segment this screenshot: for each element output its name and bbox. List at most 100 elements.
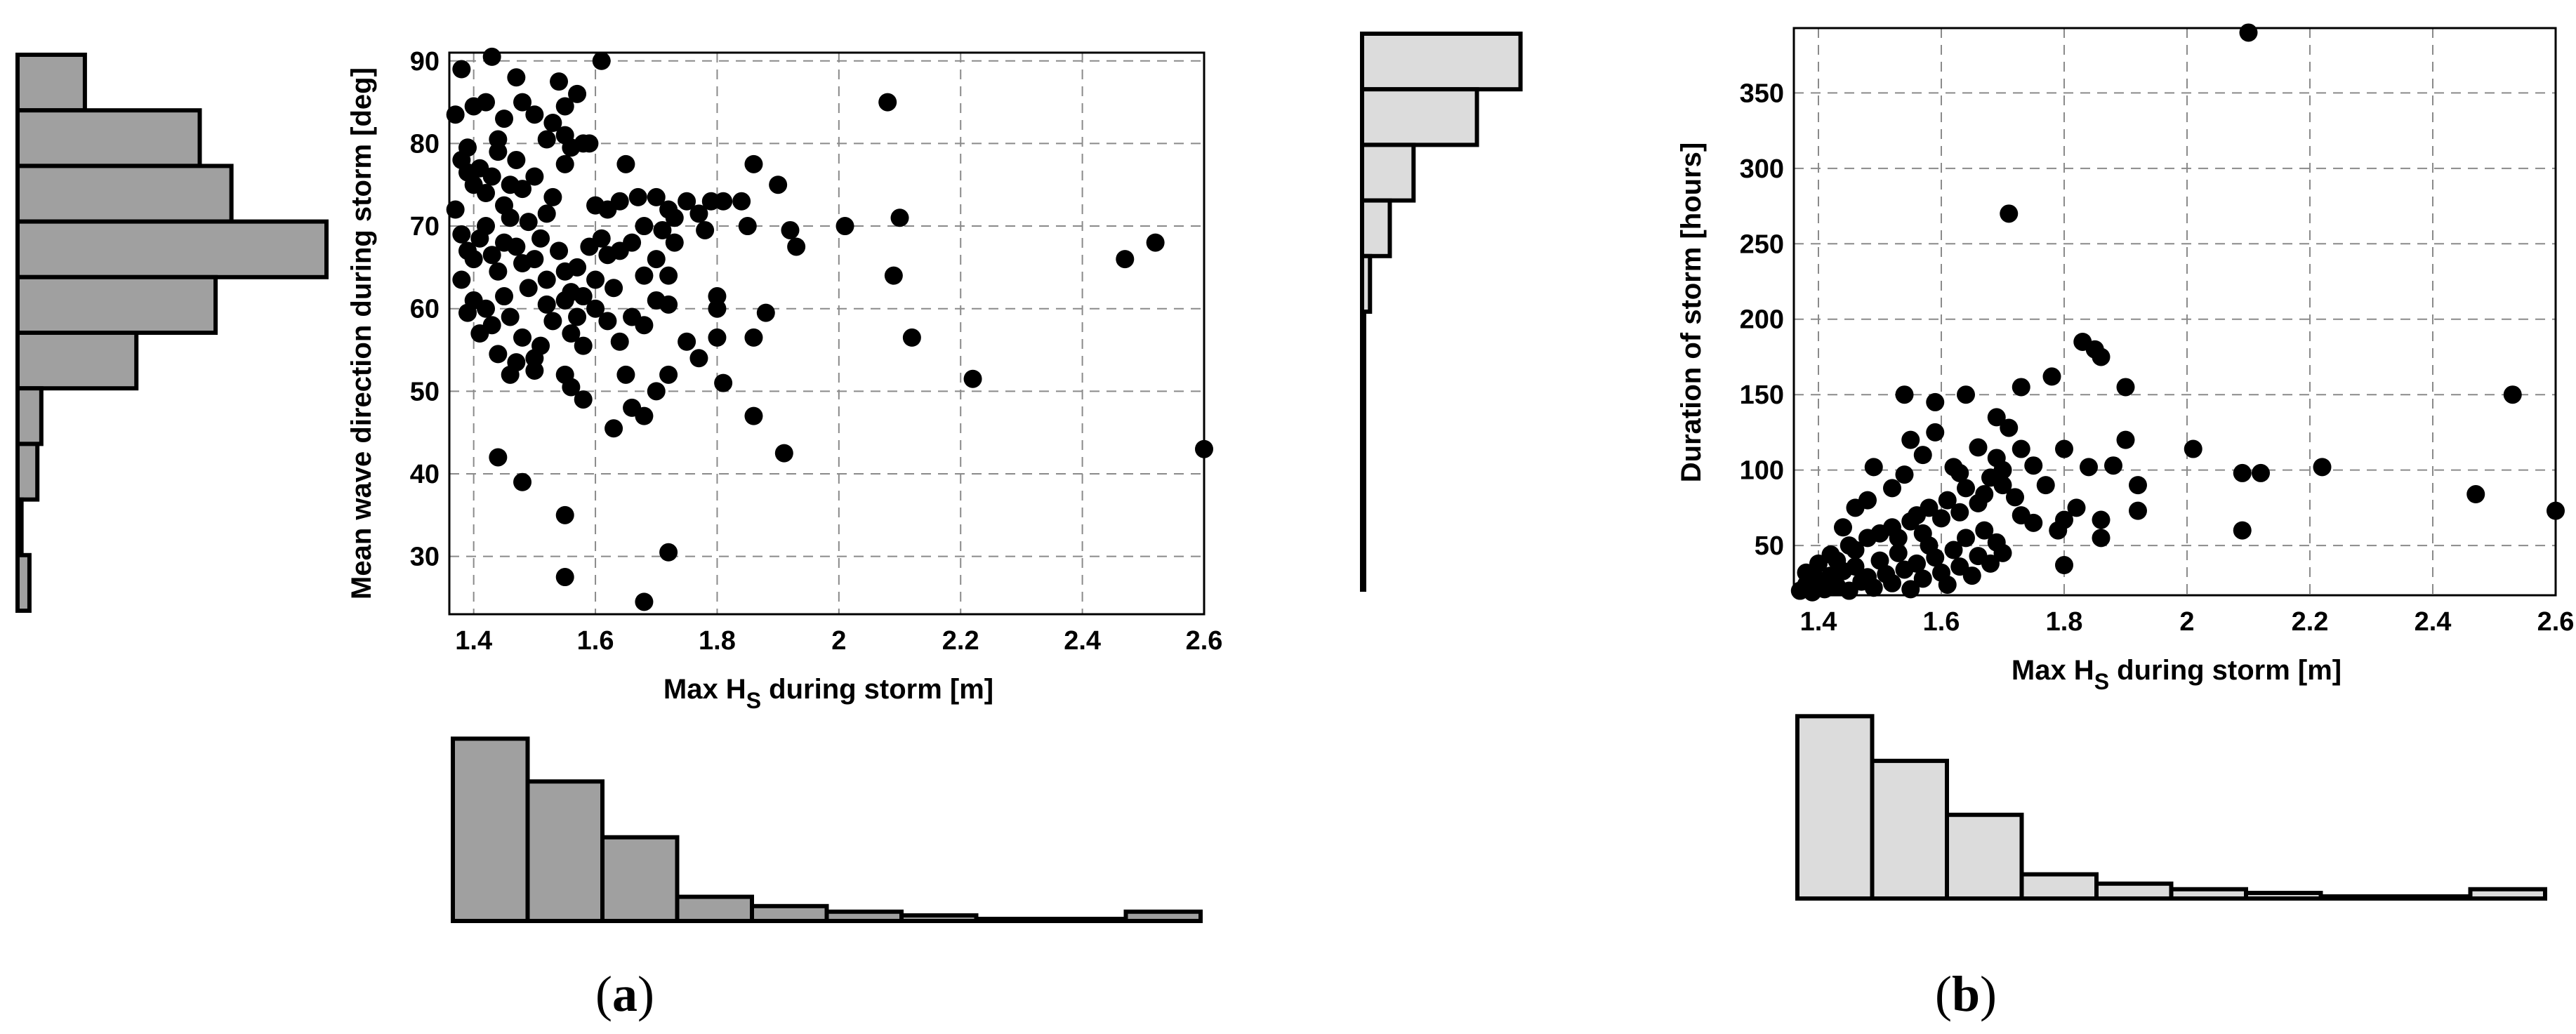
x-tick-labels: 1.4 1.6 1.8 2 2.2 2.4 2.6 bbox=[1800, 607, 2575, 637]
scatter-point bbox=[1146, 233, 1165, 252]
grid-lines bbox=[1794, 28, 2556, 595]
scatter-point bbox=[659, 266, 678, 285]
scatter-point bbox=[1901, 430, 1920, 449]
scatter-point bbox=[477, 217, 496, 236]
x-tick-label: 2 bbox=[831, 626, 846, 656]
x-tick-label: 2.4 bbox=[1064, 626, 1101, 656]
scatter-point bbox=[689, 349, 708, 368]
y-tick-label: 70 bbox=[410, 212, 440, 241]
scatter-point bbox=[708, 299, 727, 318]
scatter-points bbox=[446, 47, 1213, 611]
scatter-point bbox=[2313, 458, 2332, 477]
scatter-point bbox=[1883, 574, 1901, 592]
y-tick-label: 100 bbox=[1740, 456, 1784, 486]
y-tick-label: 200 bbox=[1740, 305, 1784, 335]
scatter-point bbox=[647, 382, 666, 401]
y-tick-label: 50 bbox=[410, 377, 440, 406]
scatter-point bbox=[2024, 513, 2043, 532]
scatter-point bbox=[1975, 521, 1994, 540]
scatter-point bbox=[1975, 485, 1994, 504]
scatter-point bbox=[1969, 438, 1988, 457]
scatter-point bbox=[1932, 509, 1950, 528]
scatter-point bbox=[2055, 510, 2073, 529]
scatter-point bbox=[1950, 503, 1969, 522]
scatter-point bbox=[489, 448, 508, 467]
scatter-point bbox=[489, 262, 508, 281]
scatter-point bbox=[2092, 529, 2111, 548]
histogram-bar bbox=[2393, 894, 2473, 901]
histogram-bar bbox=[1123, 909, 1203, 923]
scatter-point bbox=[1957, 385, 1975, 404]
scatter-point bbox=[525, 361, 544, 380]
scatter-point bbox=[550, 241, 569, 260]
x-tick-label: 2.2 bbox=[2292, 607, 2329, 637]
scatter-point bbox=[610, 332, 629, 351]
scatter-point bbox=[574, 390, 593, 409]
scatter-point bbox=[2055, 556, 2073, 575]
scatter-point bbox=[482, 47, 501, 66]
scatter-point bbox=[1926, 548, 1945, 567]
x-tick-label: 1.8 bbox=[2046, 607, 2083, 637]
scatter-point bbox=[464, 250, 483, 269]
scatter-point bbox=[574, 336, 593, 355]
histogram-bar bbox=[1360, 32, 1523, 92]
histogram-bar bbox=[1945, 812, 2024, 901]
scatter-point bbox=[902, 328, 921, 347]
scatter-point bbox=[708, 328, 727, 347]
scatter-point bbox=[2503, 385, 2522, 404]
scatter-point bbox=[482, 316, 501, 335]
scatter-point bbox=[1962, 566, 1981, 585]
scatter-point bbox=[1920, 498, 1938, 517]
scatter-point bbox=[507, 237, 526, 256]
bottom-histogram bbox=[1795, 714, 2547, 901]
scatter-point bbox=[477, 93, 496, 112]
scatter-point bbox=[598, 312, 617, 331]
y-axis-label: Duration of storm [hours] bbox=[1676, 142, 1707, 482]
y-tick-labels: 50 100 150 200 250 300 350 bbox=[1740, 79, 1784, 561]
scatter-point bbox=[774, 444, 793, 463]
histogram-bar bbox=[2244, 891, 2323, 901]
scatter-point bbox=[592, 51, 611, 70]
scatter-point bbox=[507, 150, 526, 169]
histogram-bar bbox=[1795, 714, 1875, 901]
scatter-point bbox=[452, 60, 471, 79]
scatter-point bbox=[495, 110, 514, 128]
scatter-point bbox=[495, 287, 514, 306]
x-tick-label: 1.4 bbox=[1800, 607, 1837, 637]
histogram-bar bbox=[1360, 531, 1366, 592]
y-tick-label: 60 bbox=[410, 295, 440, 324]
scatter-point bbox=[616, 365, 635, 384]
scatter-points bbox=[1790, 23, 2565, 602]
scatter-point bbox=[1889, 529, 1908, 548]
x-tick-label: 2.4 bbox=[2415, 607, 2452, 637]
scatter-point bbox=[477, 184, 496, 202]
scatter-point bbox=[1993, 460, 2012, 479]
scatter-point bbox=[769, 175, 788, 194]
scatter-point bbox=[678, 192, 696, 211]
y-tick-label: 50 bbox=[1755, 531, 1784, 561]
scatter-point bbox=[555, 97, 574, 116]
scatter-point bbox=[884, 266, 903, 285]
scatter-point bbox=[1846, 557, 1865, 576]
scatter-point bbox=[562, 378, 581, 397]
scatter-point bbox=[555, 291, 574, 310]
scatter-point bbox=[635, 217, 654, 236]
scatter-point bbox=[562, 324, 581, 343]
y-tick-label: 150 bbox=[1740, 380, 1784, 410]
histogram-bar bbox=[15, 53, 87, 113]
scatter-point bbox=[610, 192, 629, 211]
scatter-point bbox=[1926, 392, 1945, 411]
scatter-point bbox=[714, 192, 733, 211]
scatter-point bbox=[605, 419, 623, 438]
scatter-point bbox=[623, 233, 642, 252]
x-tick-label: 1.8 bbox=[699, 626, 736, 656]
scatter-point bbox=[1981, 554, 2000, 573]
histogram-bar bbox=[2318, 894, 2398, 901]
scatter-point bbox=[586, 299, 605, 318]
scatter-point bbox=[2252, 463, 2270, 482]
scatter-point bbox=[2184, 439, 2202, 458]
scatter-point bbox=[568, 84, 587, 103]
scatter-point bbox=[489, 345, 508, 364]
y-tick-label: 250 bbox=[1740, 230, 1784, 259]
